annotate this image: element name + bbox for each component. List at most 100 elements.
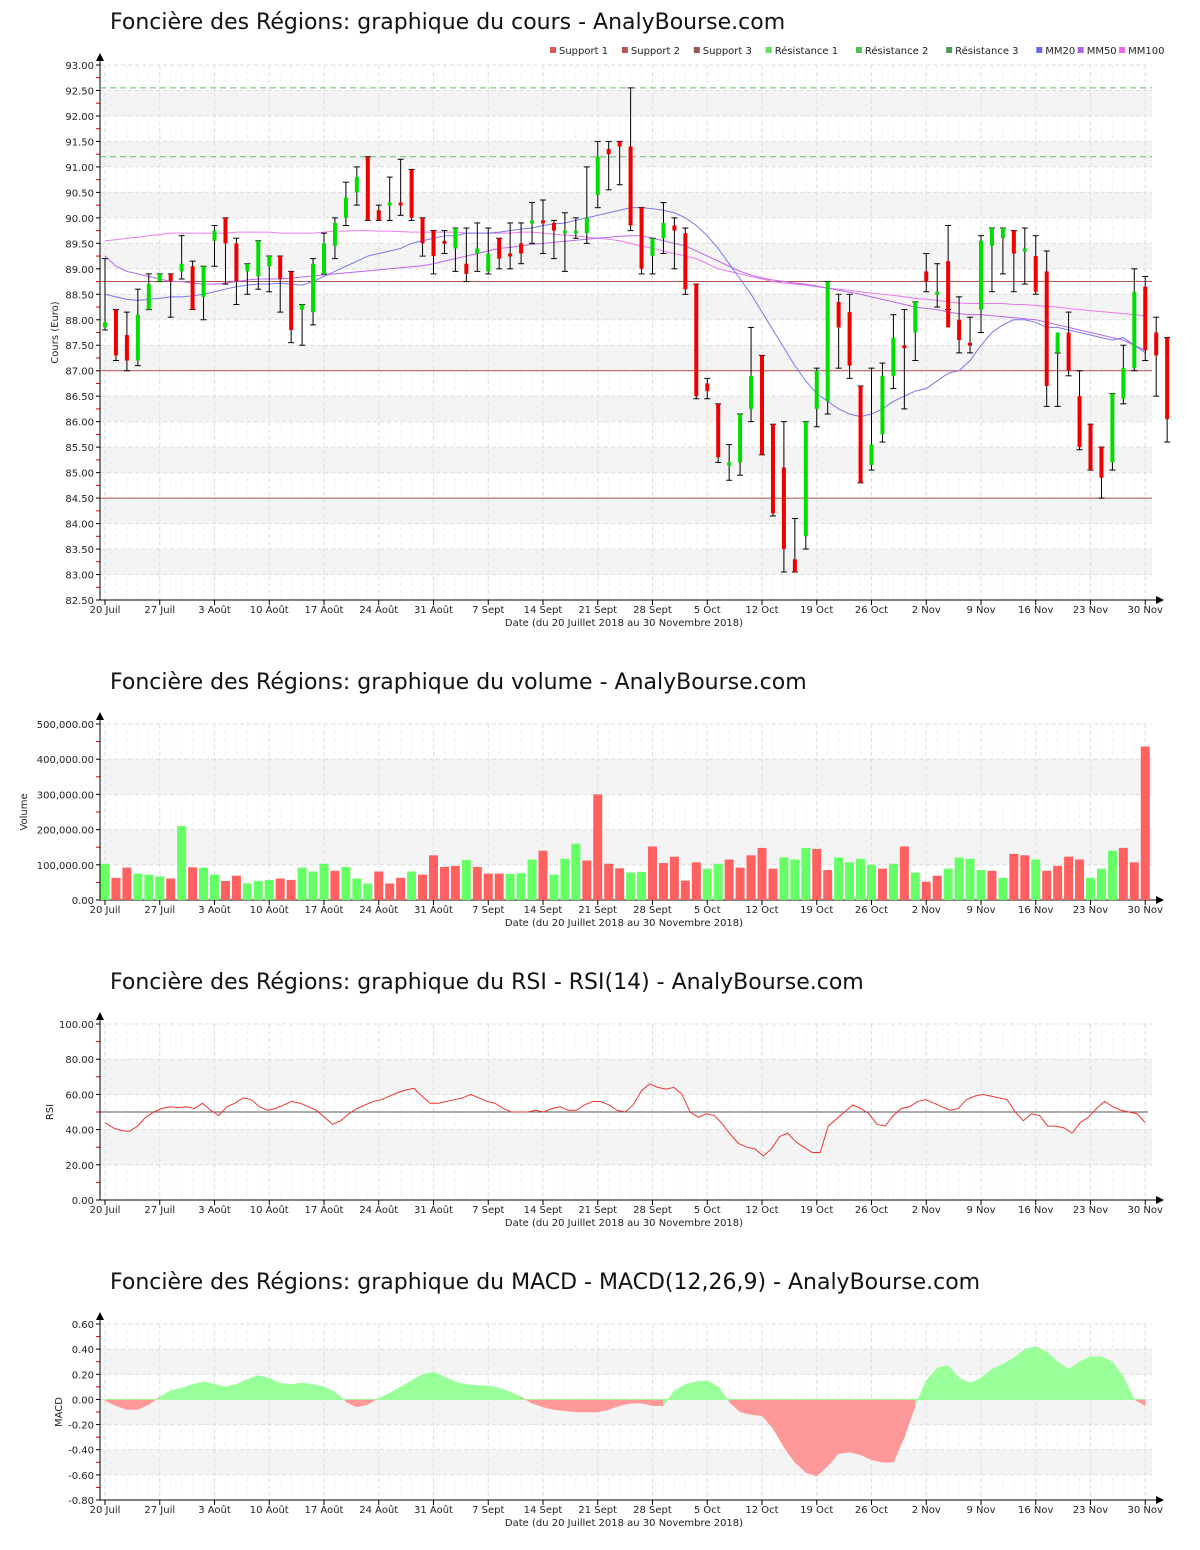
volume-bar — [450, 865, 460, 900]
x-tick-label: 14 Sept — [524, 1205, 563, 1216]
volume-bar — [297, 867, 307, 900]
legend-swatch-icon — [1036, 47, 1043, 53]
macd-positive-area — [488, 1385, 500, 1400]
legend-swatch-icon — [1119, 47, 1126, 53]
macd-positive-area — [422, 1371, 434, 1400]
candle-body — [201, 266, 206, 297]
volume-bar — [286, 879, 296, 900]
candle-body — [770, 424, 775, 514]
y-axis-label: MACD — [54, 1397, 65, 1427]
candle-body — [146, 284, 151, 310]
x-axis-label: Date (du 20 Juillet 2018 au 30 Novembre … — [505, 1218, 743, 1229]
y-tick-label: 100,000.00 — [37, 861, 94, 872]
volume-bar — [1140, 746, 1150, 900]
legend-swatch-icon — [1077, 47, 1084, 53]
candle-body — [968, 342, 973, 346]
candle-body — [519, 243, 524, 254]
legend-swatch-icon — [621, 47, 628, 53]
x-tick-label: 20 Juil — [90, 1205, 121, 1216]
candle-body — [902, 345, 907, 349]
x-tick-label: 10 Août — [250, 1504, 289, 1516]
legend-swatch-icon — [946, 47, 953, 53]
candle-body — [946, 261, 951, 328]
macd-positive-area — [1024, 1346, 1036, 1400]
macd-panel: Foncière des Régions: graphique du MACD … — [0, 1260, 1200, 1550]
y-tick-label: 93.00 — [65, 61, 94, 72]
volume-bar — [133, 873, 143, 900]
x-tick-label: 5 Oct — [694, 1205, 721, 1216]
y-tick-label: 84.50 — [65, 494, 94, 505]
volume-bar — [319, 863, 329, 900]
y-tick-label: 20.00 — [65, 1161, 94, 1172]
volume-bar — [166, 878, 176, 900]
legend-label: Résistance 3 — [955, 45, 1018, 57]
macd-positive-area — [400, 1380, 412, 1400]
volume-bar — [691, 862, 701, 900]
x-tick-label: 17 Août — [305, 604, 344, 616]
macd-positive-area — [1079, 1356, 1091, 1400]
macd-positive-area — [181, 1383, 193, 1400]
band — [100, 1449, 1152, 1475]
candle-body — [825, 281, 830, 402]
macd-positive-area — [444, 1376, 456, 1400]
x-tick-label: 28 Sept — [633, 605, 672, 616]
y-axis-arrow-icon — [96, 53, 104, 61]
macd-chart-title: Foncière des Régions: graphique du MACD … — [110, 1270, 981, 1295]
volume-bar — [1031, 859, 1041, 900]
candle-body — [190, 266, 195, 310]
y-tick-label: 0.00 — [72, 896, 94, 907]
volume-bar — [407, 871, 417, 900]
x-tick-label: 21 Sept — [578, 905, 617, 916]
x-axis-label: Date (du 20 Juillet 2018 au 30 Novembre … — [505, 618, 743, 629]
x-tick-label: 5 Oct — [694, 905, 721, 916]
volume-bar — [1107, 850, 1117, 900]
volume-bar — [242, 883, 252, 900]
volume-bar — [987, 870, 997, 900]
x-tick-label: 3 Août — [198, 604, 231, 616]
y-axis-arrow-icon — [96, 712, 104, 720]
volume-bar — [877, 868, 887, 900]
band — [100, 90, 1152, 116]
volume-bar — [680, 880, 690, 900]
volume-bar — [637, 871, 647, 900]
volume-bar — [516, 873, 526, 900]
candle-body — [1055, 332, 1060, 353]
x-tick-label: 19 Oct — [800, 605, 833, 616]
candle-body — [289, 271, 294, 330]
y-axis-arrow-icon — [96, 1312, 104, 1320]
volume-bar — [702, 868, 712, 900]
y-tick-label: 60.00 — [65, 1090, 94, 1101]
macd-positive-area — [696, 1380, 708, 1400]
macd-positive-area — [1002, 1357, 1015, 1400]
x-tick-label: 19 Oct — [800, 905, 833, 916]
candle-body — [858, 386, 863, 483]
macd-positive-area — [203, 1381, 215, 1400]
candle-body — [979, 240, 983, 310]
candle-body — [803, 421, 808, 537]
volume-bar — [724, 859, 734, 900]
y-tick-label: 0.00 — [72, 1196, 94, 1207]
candle-body — [1044, 271, 1049, 386]
x-tick-label: 14 Sept — [524, 905, 563, 916]
y-tick-label: 91.50 — [65, 137, 94, 148]
volume-bar — [1042, 870, 1052, 900]
macd-negative-area — [849, 1399, 861, 1456]
legend-swatch-icon — [765, 47, 772, 53]
x-tick-label: 23 Nov — [1073, 905, 1109, 916]
macd-positive-area — [498, 1387, 511, 1400]
candle-body — [508, 253, 513, 257]
candle-body — [738, 414, 743, 463]
candle-body — [311, 263, 316, 313]
x-tick-label: 27 Juil — [144, 1205, 175, 1216]
legend-label: MM20 — [1045, 46, 1075, 57]
y-tick-label: -0.20 — [68, 1421, 94, 1432]
candle-body — [606, 149, 611, 155]
x-tick-label: 2 Nov — [912, 605, 941, 616]
y-tick-label: 88.50 — [65, 290, 94, 301]
x-tick-label: 21 Sept — [578, 605, 617, 616]
macd-positive-area — [269, 1377, 281, 1400]
x-tick-label: 31 Août — [414, 1204, 453, 1216]
candle-body — [332, 222, 337, 246]
x-tick-label: 24 Août — [359, 1504, 398, 1516]
rsi-panel: Foncière des Régions: graphique du RSI -… — [0, 960, 1200, 1240]
